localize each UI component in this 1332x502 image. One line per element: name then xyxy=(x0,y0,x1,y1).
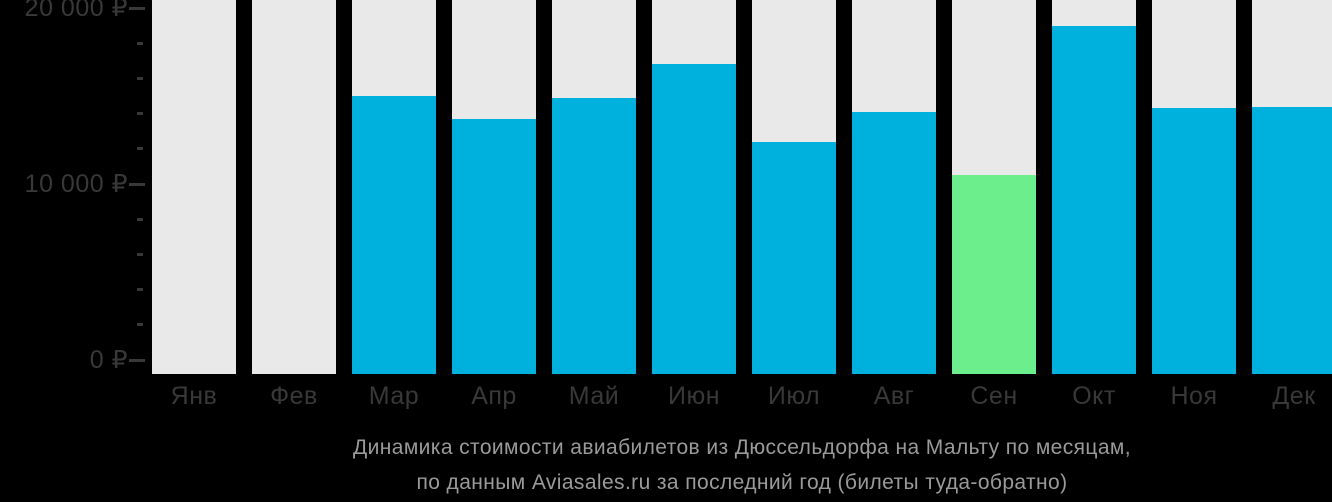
price-bar[interactable] xyxy=(352,96,436,374)
month-label: Июл xyxy=(767,382,821,410)
month-label: Дек xyxy=(1272,382,1316,410)
y-axis: 0 ₽ 10 000 ₽ 20 000 ₽ xyxy=(0,0,152,402)
price-bar[interactable] xyxy=(452,119,536,374)
month-label: Янв xyxy=(170,382,218,410)
y-tick-label: 20 000 ₽ xyxy=(24,0,128,22)
price-bar[interactable] xyxy=(1152,108,1236,374)
price-bar[interactable] xyxy=(552,98,636,374)
month-label: Мар xyxy=(368,382,420,410)
month-column xyxy=(452,0,536,374)
y-major-tick xyxy=(129,182,145,186)
price-bar[interactable] xyxy=(1252,107,1332,374)
y-minor-tick xyxy=(137,288,143,292)
month-column xyxy=(352,0,436,374)
month-column xyxy=(1052,0,1136,374)
y-minor-tick xyxy=(137,76,143,80)
month-column xyxy=(952,0,1036,374)
y-major-tick xyxy=(129,358,145,362)
month-column xyxy=(852,0,936,374)
y-minor-tick xyxy=(137,112,143,116)
y-minor-tick xyxy=(137,147,143,151)
y-minor-tick xyxy=(137,323,143,327)
month-label: Окт xyxy=(1072,382,1116,410)
chart-title: Динамика стоимости авиабилетов из Дюссел… xyxy=(152,430,1332,500)
month-label: Фев xyxy=(270,382,318,410)
month-label: Апр xyxy=(471,382,517,410)
price-bar[interactable] xyxy=(852,112,936,374)
month-column xyxy=(1152,0,1236,374)
month-column xyxy=(552,0,636,374)
y-minor-tick xyxy=(137,41,143,45)
y-tick-label: 0 ₽ xyxy=(89,346,128,374)
price-bar-highlighted[interactable] xyxy=(952,175,1036,374)
y-minor-tick xyxy=(137,217,143,221)
month-column xyxy=(252,0,336,374)
chart-title-line1: Динамика стоимости авиабилетов из Дюссел… xyxy=(352,436,1131,459)
y-major-tick xyxy=(129,6,145,10)
month-label: Сен xyxy=(970,382,1018,410)
price-bar[interactable] xyxy=(1052,26,1136,374)
month-label: Июн xyxy=(667,382,721,410)
y-tick-label: 10 000 ₽ xyxy=(24,170,128,198)
plot-area xyxy=(152,0,1332,374)
month-label: Авг xyxy=(873,382,915,410)
chart-title-line2: по данным Aviasales.ru за последний год … xyxy=(416,471,1068,494)
price-bar[interactable] xyxy=(652,64,736,374)
month-column xyxy=(1252,0,1332,374)
y-minor-tick xyxy=(137,252,143,256)
month-label: Май xyxy=(568,382,620,410)
month-column xyxy=(152,0,236,374)
price-bar[interactable] xyxy=(752,142,836,374)
month-column xyxy=(752,0,836,374)
month-label: Ноя xyxy=(1170,382,1218,410)
month-column xyxy=(652,0,736,374)
